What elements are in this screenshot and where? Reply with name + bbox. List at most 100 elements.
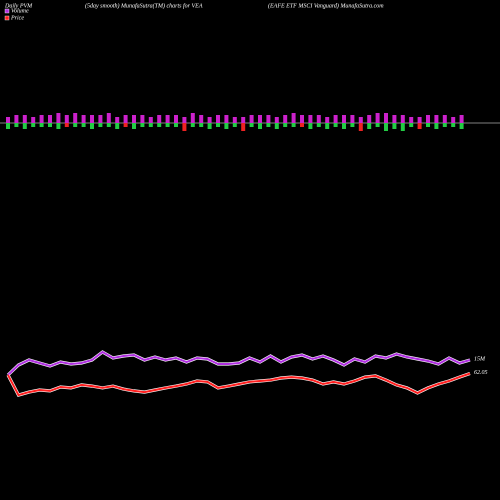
down-bar <box>426 123 430 127</box>
down-bar <box>241 123 246 131</box>
up-bar <box>207 117 212 123</box>
down-bar <box>81 123 86 127</box>
down-bar <box>375 123 380 127</box>
last-value-label: 15M <box>474 356 486 362</box>
down-bar <box>190 123 195 127</box>
down-bar <box>291 123 296 127</box>
down-bar <box>207 123 212 129</box>
down-bar <box>115 123 120 129</box>
up-bar <box>22 115 27 123</box>
down-bar <box>358 123 363 131</box>
up-bar <box>459 115 464 123</box>
up-bar <box>224 115 229 123</box>
down-bar <box>342 123 346 129</box>
down-bar <box>106 123 111 127</box>
up-bar <box>375 113 380 123</box>
up-bar <box>157 115 162 123</box>
legend-label: Price <box>10 15 24 21</box>
down-bar <box>98 123 103 127</box>
down-bar <box>224 123 229 129</box>
series-line <box>7 372 471 397</box>
down-bar <box>132 123 136 129</box>
up-bar <box>6 117 10 123</box>
up-bar <box>56 113 61 123</box>
chart-title: Daily PVM <box>4 3 33 9</box>
down-bar <box>417 123 422 129</box>
up-bar <box>291 113 296 123</box>
down-bar <box>56 123 61 129</box>
up-bar <box>115 117 120 123</box>
up-bar <box>308 115 313 123</box>
up-bar <box>81 115 86 123</box>
down-bar <box>308 123 313 129</box>
up-bar <box>216 115 220 123</box>
down-bar <box>451 123 456 127</box>
up-bar <box>106 113 111 123</box>
down-bar <box>39 123 44 127</box>
down-bar <box>409 123 414 127</box>
up-bar <box>358 117 363 123</box>
up-bar <box>333 115 338 123</box>
down-bar <box>22 123 27 129</box>
legend-swatch <box>4 15 10 21</box>
up-bar <box>350 115 355 123</box>
legend-label: Volume <box>11 8 29 14</box>
up-bar <box>266 115 271 123</box>
up-bar <box>39 115 44 123</box>
down-bar <box>140 123 145 127</box>
down-bar <box>6 123 10 129</box>
up-bar <box>451 117 456 123</box>
down-bar <box>31 123 36 127</box>
down-bar <box>199 123 204 127</box>
down-bar <box>14 123 19 127</box>
up-bar <box>258 115 262 123</box>
down-bar <box>325 123 330 129</box>
up-bar <box>14 115 19 123</box>
up-bar <box>31 117 36 123</box>
up-bar <box>392 115 397 123</box>
up-bar <box>174 115 178 123</box>
up-bar <box>316 115 321 123</box>
down-bar <box>367 123 372 129</box>
up-bar <box>123 115 128 123</box>
down-bar <box>384 123 388 131</box>
up-bar <box>342 115 346 123</box>
up-bar <box>48 115 52 123</box>
down-bar <box>165 123 170 127</box>
up-bar <box>442 115 447 123</box>
up-bar <box>140 115 145 123</box>
up-bar <box>190 113 195 123</box>
up-bar <box>409 117 414 123</box>
down-bar <box>157 123 162 127</box>
up-bar <box>400 115 405 123</box>
down-bar <box>442 123 447 127</box>
up-bar <box>98 115 103 123</box>
up-bar <box>426 115 430 123</box>
up-bar <box>232 117 237 123</box>
down-bar <box>459 123 464 129</box>
up-bar <box>182 117 187 123</box>
up-bar <box>73 113 78 123</box>
chart-subtitle: (5day smooth) MunafaSutra(TM) charts for… <box>85 2 203 9</box>
down-bar <box>90 123 94 129</box>
up-bar <box>165 115 170 123</box>
up-bar <box>64 115 69 123</box>
up-bar <box>199 115 204 123</box>
up-bar <box>384 113 388 123</box>
down-bar <box>216 123 220 127</box>
up-bar <box>132 115 136 123</box>
up-bar <box>367 115 372 123</box>
down-bar <box>232 123 237 127</box>
up-bar <box>90 115 94 123</box>
down-bar <box>434 123 439 129</box>
down-bar <box>274 123 279 129</box>
down-bar <box>148 123 153 127</box>
up-bar <box>325 117 330 123</box>
up-bar <box>283 115 288 123</box>
down-bar <box>400 123 405 131</box>
down-bar <box>258 123 262 129</box>
down-bar <box>64 123 69 127</box>
up-bar <box>241 117 246 123</box>
up-bar <box>417 117 422 123</box>
